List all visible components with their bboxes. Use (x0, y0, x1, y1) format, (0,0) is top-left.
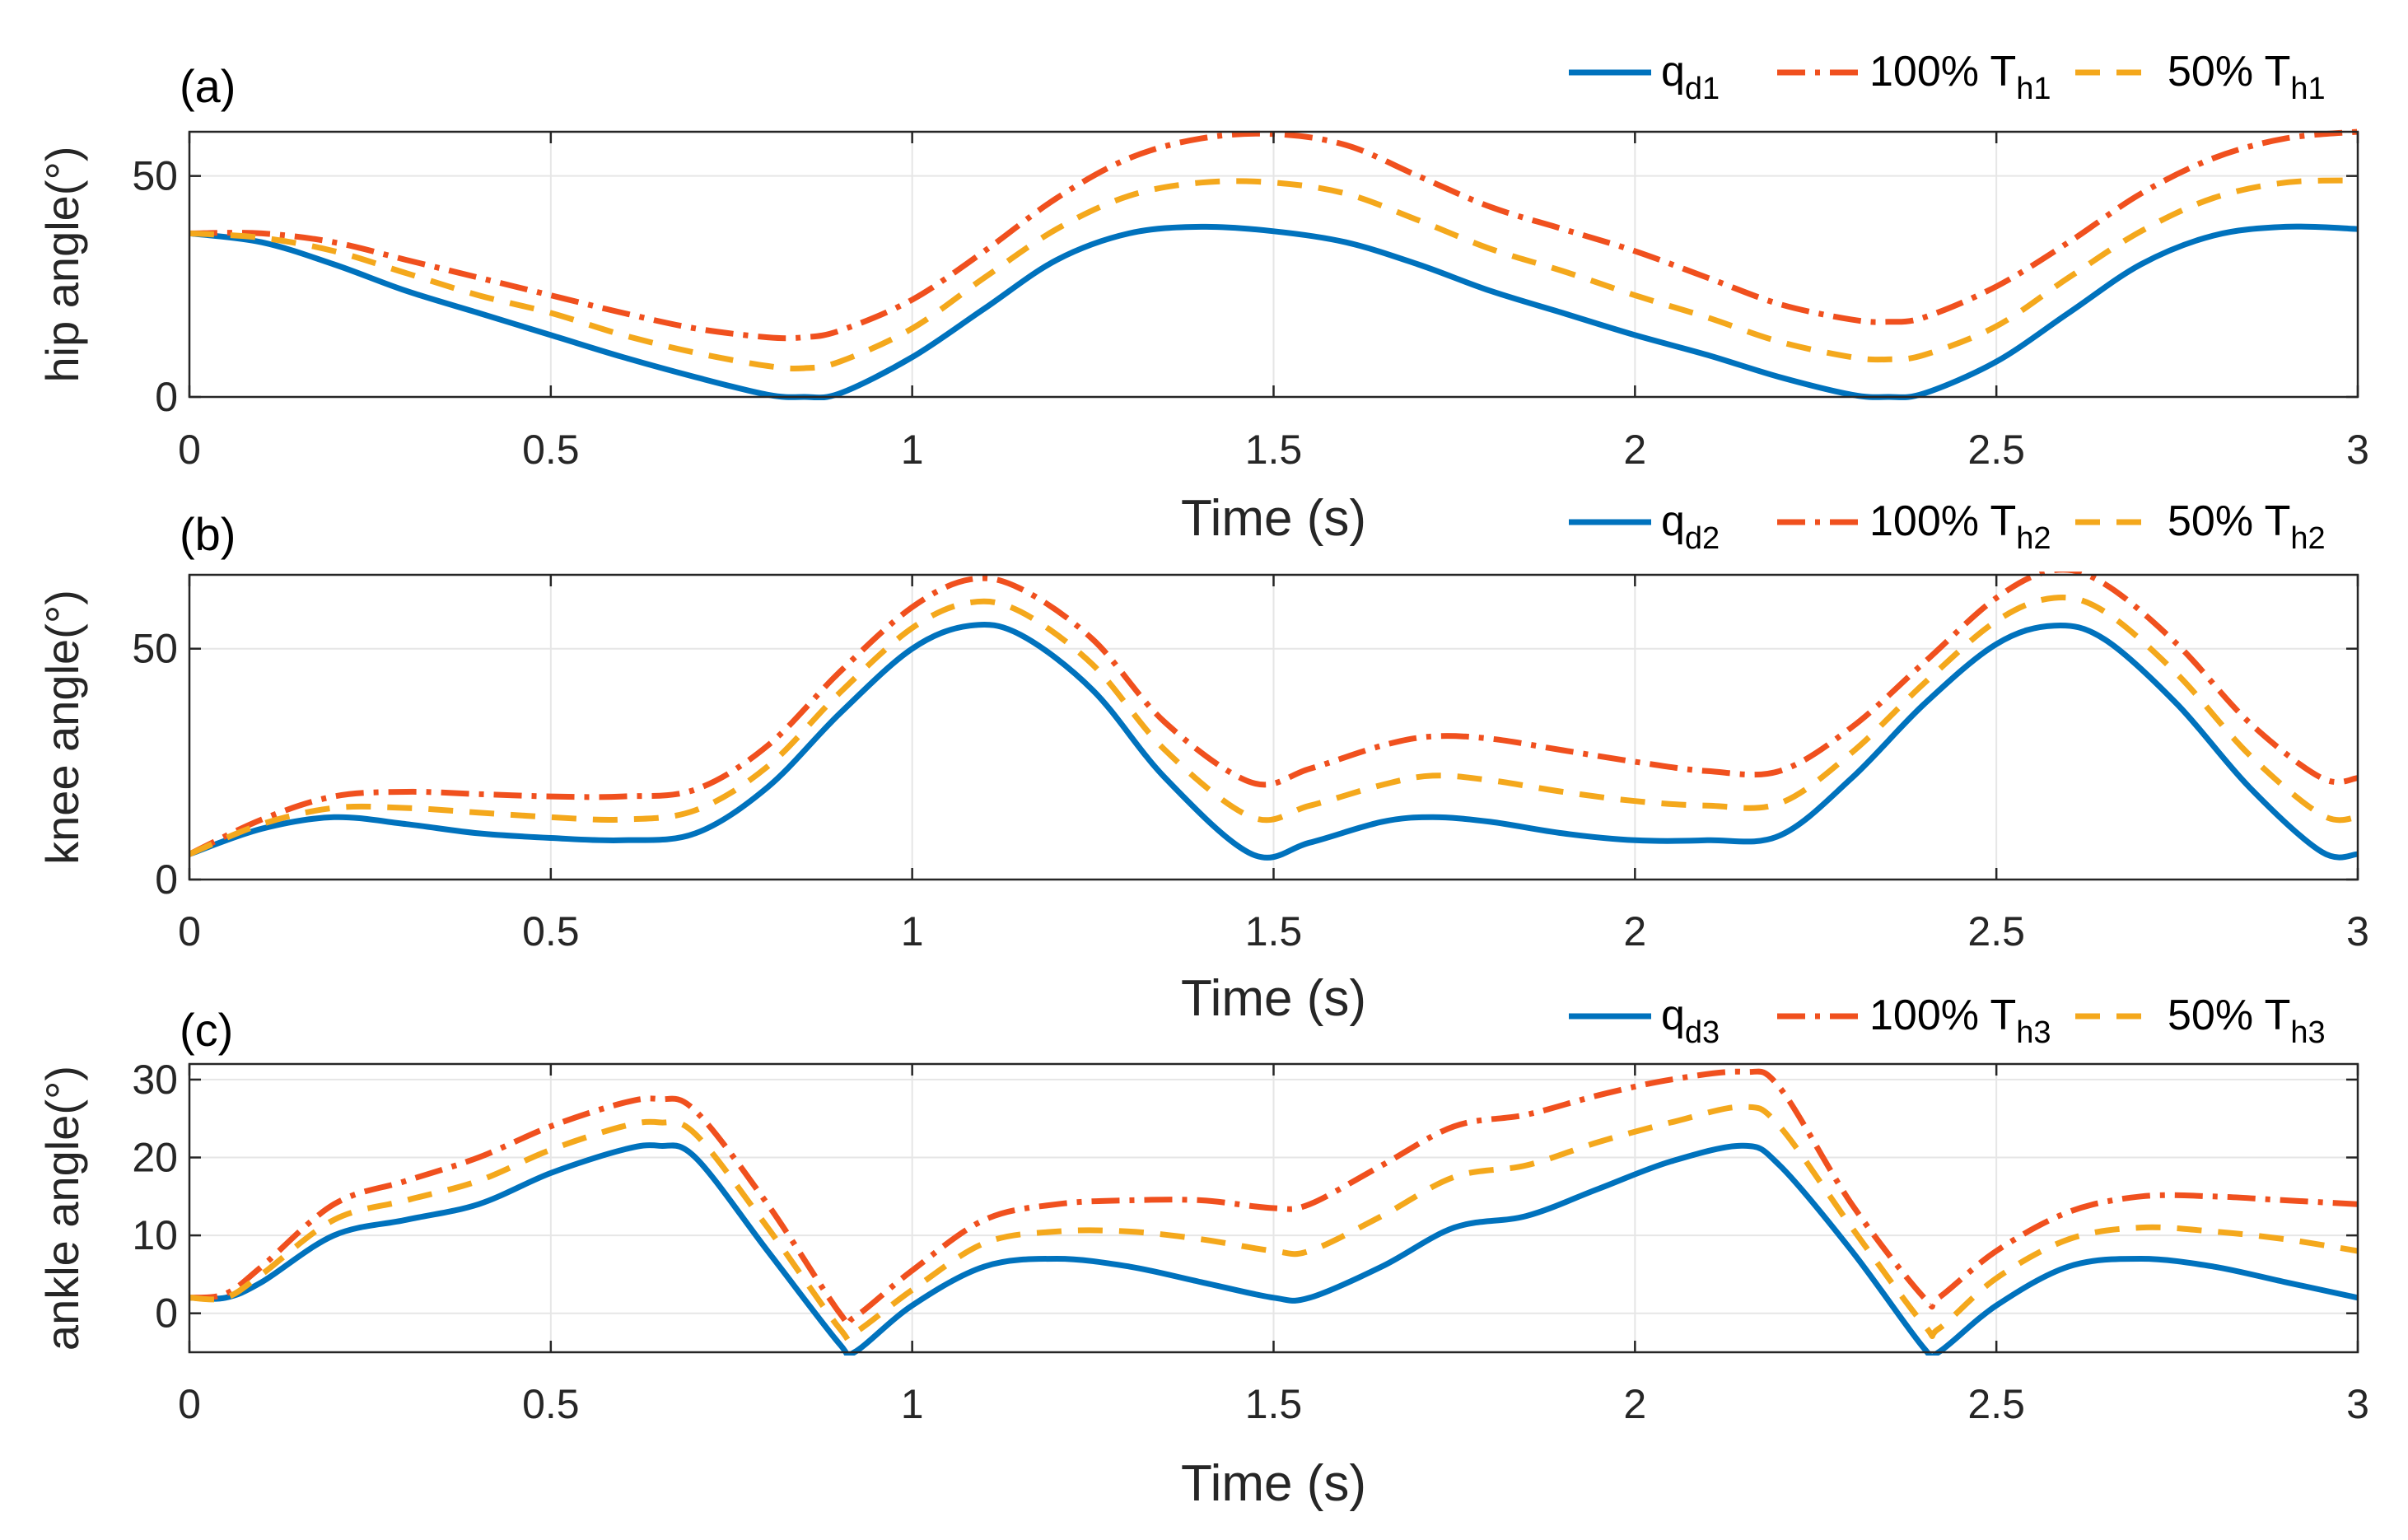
x-tick-label: 3 (2346, 908, 2369, 954)
panel-b-knee-angle: 0 0.5 1 1.5 2 2.5 3 0 50 Time (s) knee angle(°) (b)… (36, 497, 2369, 1027)
x-tick-label: 1.5 (1245, 908, 1303, 954)
legend-label-2: 50% Th3 (2168, 992, 2326, 1050)
x-tick-label: 0 (178, 427, 201, 473)
series-line-2 (189, 1104, 2358, 1343)
series-line-0 (189, 621, 2358, 861)
legend-label-1: 100% Th2 (1869, 497, 2051, 556)
series-line-0 (189, 1142, 2358, 1356)
legend-label-2: 50% Th2 (2168, 497, 2326, 556)
legend-label-sub: h2 (2016, 521, 2051, 556)
x-tick-label: 0.5 (522, 1381, 580, 1427)
legend-label-base: 50% T (2168, 48, 2290, 96)
legend-label-base: q (1661, 48, 1685, 96)
x-tick-label: 2.5 (1967, 908, 2025, 954)
x-tick-label: 0 (178, 908, 201, 954)
y-tick-label: 30 (132, 1057, 178, 1103)
legend-label-sub: h3 (2016, 1015, 2051, 1050)
y-axis-label: knee angle(°) (36, 590, 88, 865)
x-tick-label: 2.5 (1967, 427, 2025, 473)
legend-label-base: 50% T (2168, 992, 2290, 1039)
panel-label: (c) (180, 1004, 233, 1056)
legend-label-sub: h3 (2290, 1015, 2325, 1050)
legend-label-base: 100% T (1869, 497, 2016, 545)
x-tick-label: 1.5 (1245, 427, 1303, 473)
legend-label-1: 100% Th3 (1869, 992, 2051, 1050)
x-tick-label: 1 (901, 1381, 924, 1427)
legend-label-0: qd3 (1661, 992, 1720, 1050)
legend-label-0: qd2 (1661, 497, 1720, 556)
y-tick-label: 50 (132, 153, 178, 199)
x-tick-label: 0.5 (522, 427, 580, 473)
legend-label-base: q (1661, 992, 1685, 1039)
series-line-1 (189, 1068, 2358, 1328)
legend-label-0: qd1 (1661, 48, 1720, 106)
y-tick-label: 50 (132, 626, 178, 672)
legend-label-sub: h2 (2290, 521, 2325, 556)
y-tick-label: 0 (155, 856, 178, 903)
legend-label-base: 50% T (2168, 497, 2290, 545)
x-tick-label: 2 (1623, 908, 1646, 954)
legend-label-sub: d2 (1685, 521, 1720, 556)
legend-label-base: q (1661, 497, 1685, 545)
x-tick-label: 1 (901, 427, 924, 473)
y-tick-label: 10 (132, 1212, 178, 1258)
series-line-0 (189, 223, 2358, 400)
series-group (189, 1068, 2358, 1356)
y-tick-label: 20 (132, 1135, 178, 1181)
legend-label-base: 100% T (1869, 48, 2016, 96)
series-line-2 (189, 177, 2358, 372)
x-tick-label: 3 (2346, 427, 2369, 473)
x-axis-label: Time (s) (1181, 490, 1366, 547)
legend-label-sub: h1 (2290, 72, 2325, 106)
x-tick-label: 2 (1623, 427, 1646, 473)
x-tick-label: 0.5 (522, 908, 580, 954)
legend-label-sub: d1 (1685, 72, 1720, 106)
panel-label: (b) (180, 508, 236, 560)
x-tick-label: 2 (1623, 1381, 1646, 1427)
y-axis-label: hip angle(°) (36, 147, 88, 383)
y-tick-label: 0 (155, 1290, 178, 1337)
x-tick-label: 0 (178, 1381, 201, 1427)
legend-label-sub: d3 (1685, 1015, 1720, 1050)
y-axis-label: ankle angle(°) (36, 1066, 88, 1351)
x-axis-label: Time (s) (1181, 1455, 1366, 1512)
x-tick-label: 3 (2346, 1381, 2369, 1427)
legend-label-2: 50% Th1 (2168, 48, 2326, 106)
x-tick-label: 2.5 (1967, 1381, 2025, 1427)
panel-a-hip-angle: 0 0.5 1 1.5 2 2.5 3 0 50 Time (s) hip angle(°) (a) q… (36, 48, 2369, 547)
legend-label-base: 100% T (1869, 992, 2016, 1039)
series-group (189, 572, 2358, 861)
x-tick-label: 1.5 (1245, 1381, 1303, 1427)
series-line-1 (189, 572, 2358, 857)
panel-label: (a) (180, 60, 236, 112)
x-axis-label: Time (s) (1181, 970, 1366, 1027)
x-tick-label: 1 (901, 908, 924, 954)
legend-label-1: 100% Th1 (1869, 48, 2051, 106)
y-tick-label: 0 (155, 374, 178, 420)
series-line-2 (189, 595, 2358, 857)
legend-label-sub: h1 (2016, 72, 2051, 106)
